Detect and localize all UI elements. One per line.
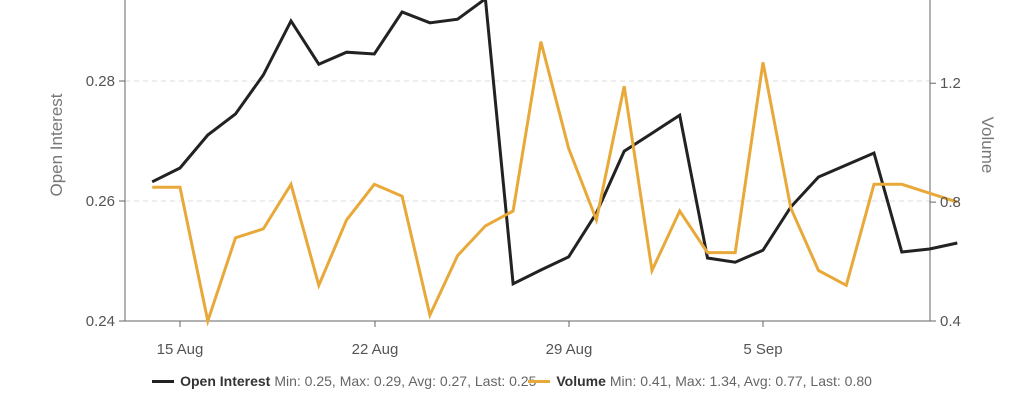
- x-tick-label: 29 Aug: [546, 341, 593, 358]
- legend-stats-open-interest: Min: 0.25, Max: 0.29, Avg: 0.27, Last: 0…: [274, 373, 537, 389]
- tick-labels: 0.24 0.26 0.28 0.4 0.8 1.2 15 Aug 22 Aug 29 Aug 5…: [86, 73, 961, 358]
- y-axis-left-title: Open Interest: [47, 93, 66, 196]
- legend-swatch-volume: [528, 379, 551, 383]
- series-line-open-interest: [151, 0, 958, 287]
- legend-name-open-interest: Open Interest: [180, 373, 271, 389]
- y-left-tick-label: 0.28: [86, 73, 115, 90]
- y-left-tick-label: 0.24: [86, 313, 115, 330]
- axes: [119, 0, 936, 327]
- legend-name-volume: Volume: [556, 373, 606, 389]
- y-right-tick-label: 0.8: [940, 194, 961, 211]
- x-tick-label: 15 Aug: [157, 341, 204, 358]
- legend-swatch-open-interest: [152, 379, 175, 383]
- y-left-tick-label: 0.26: [86, 193, 115, 210]
- x-tick-label: 22 Aug: [352, 341, 399, 358]
- chart: 0.24 0.26 0.28 0.4 0.8 1.2 15 Aug 22 Aug 29 Aug 5…: [47, 0, 997, 358]
- y-right-tick-label: 1.2: [940, 75, 961, 92]
- legend-item-volume[interactable]: Volume Min: 0.41, Max: 1.34, Avg: 0.77, …: [528, 373, 872, 389]
- legend: Open Interest Min: 0.25, Max: 0.29, Avg:…: [0, 369, 1024, 393]
- x-tick-label: 5 Sep: [743, 341, 782, 358]
- legend-stats-volume: Min: 0.41, Max: 1.34, Avg: 0.77, Last: 0…: [609, 373, 872, 389]
- series-line-volume: [152, 41, 958, 327]
- y-right-tick-label: 0.4: [940, 313, 961, 330]
- series-lines: [151, 0, 958, 327]
- legend-item-open-interest[interactable]: Open Interest Min: 0.25, Max: 0.29, Avg:…: [152, 373, 536, 389]
- y-axis-right-title: Volume: [978, 117, 997, 174]
